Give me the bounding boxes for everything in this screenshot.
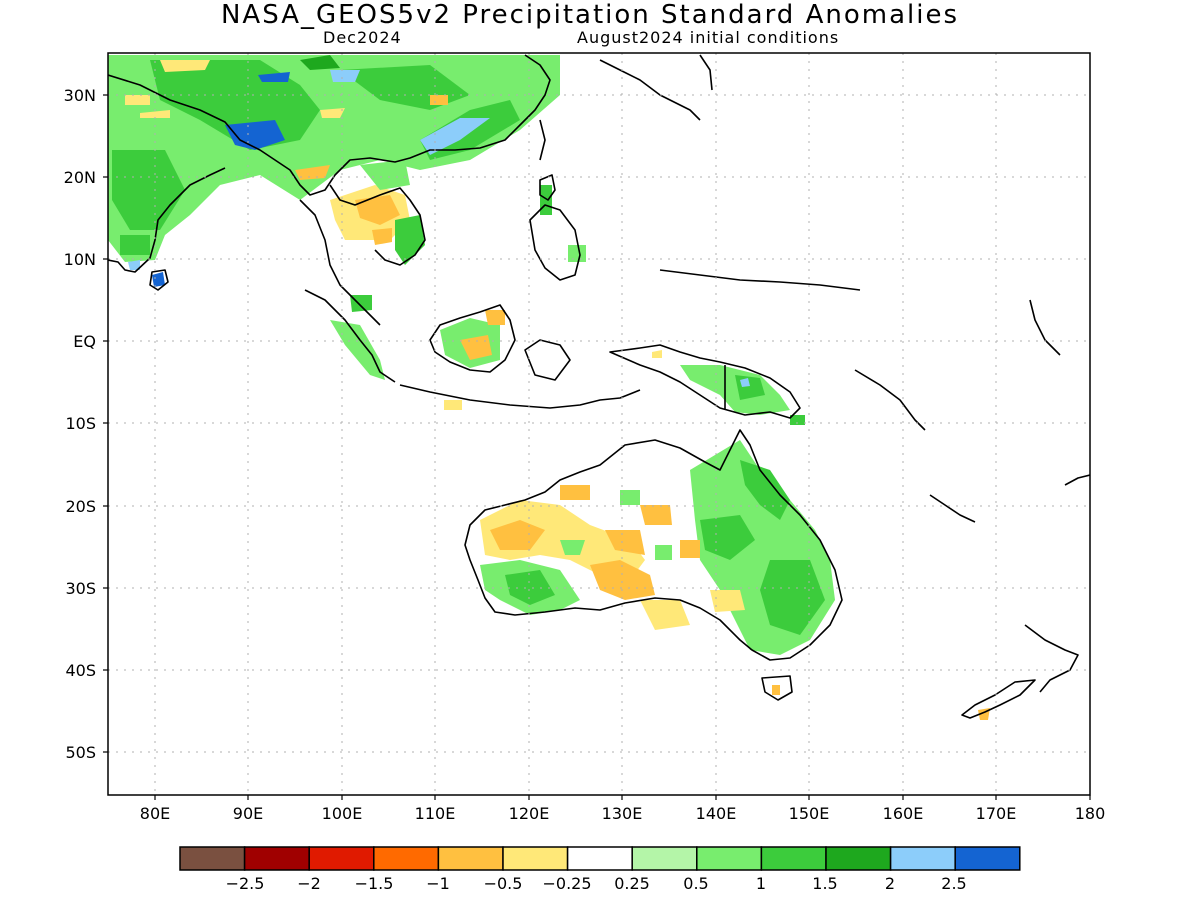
colorbar-swatch: [889, 846, 956, 871]
map-title: NASA_GEOS5v2 Precipitation Standard Anom…: [220, 0, 960, 30]
lon-label-120e: 120E: [508, 804, 550, 823]
colorbar-label: 0.5: [683, 874, 709, 893]
colorbar-swatch: [954, 846, 1021, 871]
colorbar: [179, 846, 1021, 871]
lon-label-110e: 110E: [414, 804, 456, 823]
colorbar-swatch: [437, 846, 504, 871]
lat-label-10s: 10S: [65, 414, 96, 433]
lon-label-150e: 150E: [788, 804, 830, 823]
colorbar-swatch: [696, 846, 763, 871]
lat-label-20s: 20S: [65, 497, 96, 516]
colorbar-label: 1: [755, 874, 767, 893]
colorbar-label: 1.5: [812, 874, 838, 893]
colorbar-label: −1.5: [354, 874, 394, 893]
lon-label-160e: 160E: [882, 804, 924, 823]
lat-label-50s: 50S: [65, 743, 96, 762]
lat-label-10n: 10N: [63, 250, 96, 269]
lat-label-40s: 40S: [65, 661, 96, 680]
lat-label-20n: 20N: [63, 168, 96, 187]
colorbar-swatch: [243, 846, 310, 871]
colorbar-label: −0.5: [483, 874, 523, 893]
lat-label-eq: EQ: [73, 332, 96, 351]
lon-label-170e: 170E: [975, 804, 1017, 823]
anomaly-fields: [108, 55, 990, 720]
colorbar-label: −2: [297, 874, 321, 893]
colorbar-swatch: [373, 846, 440, 871]
colorbar-swatch: [825, 846, 892, 871]
colorbar-label: 0.25: [614, 874, 650, 893]
colorbar-swatch: [566, 846, 633, 871]
init-conditions-label: August2024 initial conditions: [577, 28, 840, 47]
colorbar-label: 2: [884, 874, 896, 893]
colorbar-swatch: [631, 846, 698, 871]
lon-label-140e: 140E: [695, 804, 737, 823]
colorbar-label: 2.5: [941, 874, 967, 893]
valid-month-label: Dec2024: [323, 28, 402, 47]
colorbar-swatch: [308, 846, 375, 871]
colorbar-label: −1: [426, 874, 450, 893]
plot-frame: [107, 52, 1091, 796]
lon-label-80e: 80E: [139, 804, 171, 823]
axis-ticks: [103, 94, 1091, 800]
lon-label-100e: 100E: [321, 804, 363, 823]
lat-label-30n: 30N: [63, 86, 96, 105]
colorbar-swatch: [760, 846, 827, 871]
lat-label-30s: 30S: [65, 579, 96, 598]
lon-label-130e: 130E: [601, 804, 643, 823]
lon-label-90e: 90E: [232, 804, 264, 823]
coastlines: [108, 54, 1090, 719]
colorbar-swatch: [502, 846, 569, 871]
colorbar-swatch: [179, 846, 246, 871]
colorbar-label: −2.5: [225, 874, 265, 893]
colorbar-label: −0.25: [542, 874, 592, 893]
lon-label-180: 180: [1074, 804, 1106, 823]
